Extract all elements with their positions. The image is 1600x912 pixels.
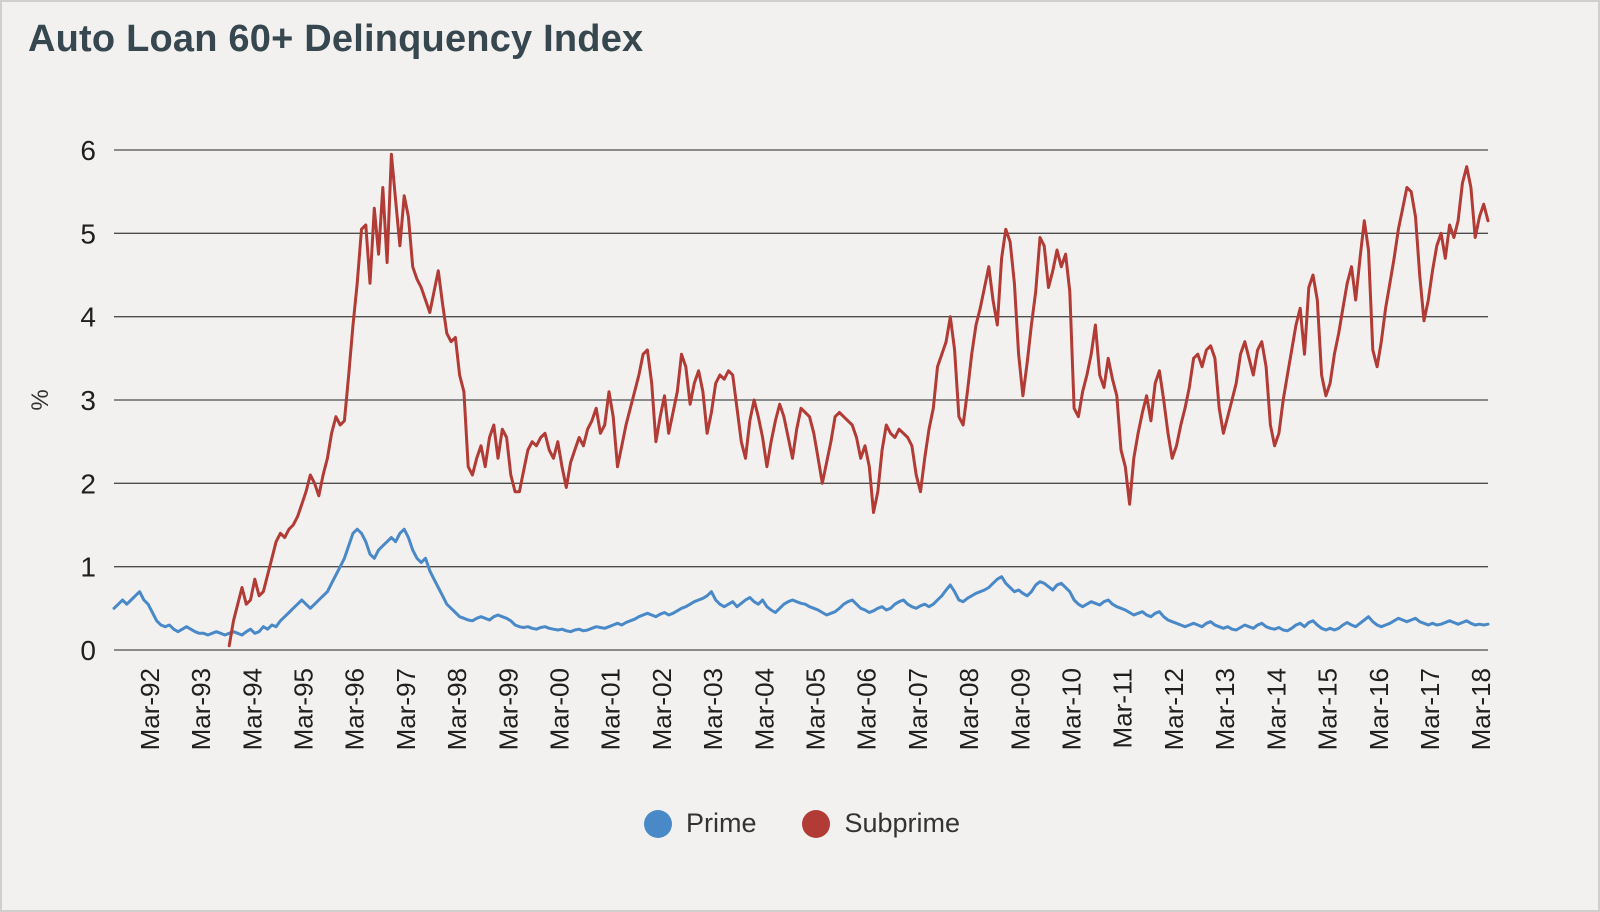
x-tick-label: Mar-04: [749, 668, 779, 750]
y-tick-label: 0: [80, 635, 96, 666]
x-tick-label: Mar-05: [801, 668, 831, 750]
x-tick-label: Mar-17: [1415, 668, 1445, 750]
gridlines-group: [114, 149, 1488, 651]
legend-label-subprime: Subprime: [844, 808, 961, 838]
legend-label-prime: Prime: [685, 808, 757, 838]
x-tick-label: Mar-12: [1159, 668, 1189, 750]
legend-item-subprime[interactable]: Subprime: [802, 808, 960, 839]
x-tick-label: Mar-09: [1005, 668, 1035, 750]
x-tick-label: Mar-95: [288, 668, 318, 750]
subprime-legend-swatch-icon: [802, 809, 831, 838]
x-tick-label: Mar-06: [852, 668, 882, 750]
x-tick-label: Mar-18: [1466, 668, 1496, 750]
x-axis-labels-group: Mar-92 Mar-93 Mar-94 Mar-95 Mar-96 Mar-97 Mar-…: [135, 668, 1496, 750]
y-axis-labels-group: 0 1 2 3 4 5 6: [80, 135, 96, 666]
y-tick-label: 2: [80, 468, 96, 499]
x-tick-label: Mar-94: [237, 668, 267, 750]
x-tick-label: Mar-03: [698, 668, 728, 750]
y-axis-title-group: %: [27, 389, 54, 410]
x-tick-label: Mar-13: [1210, 668, 1240, 750]
y-tick-label: 6: [80, 135, 96, 166]
x-tick-label: Mar-93: [186, 668, 216, 750]
x-tick-label: Mar-96: [340, 668, 370, 750]
x-tick-label: Mar-01: [596, 668, 626, 750]
y-tick-label: 5: [80, 218, 96, 249]
chart-legend: Prime Subprime: [2, 808, 1598, 839]
y-tick-label: 3: [80, 385, 96, 416]
x-tick-label: Mar-00: [544, 668, 574, 750]
x-tick-label: Mar-15: [1313, 668, 1343, 750]
y-tick-label: 4: [80, 302, 96, 333]
x-tick-label: Mar-11: [1108, 668, 1138, 748]
x-tick-label: Mar-98: [442, 668, 472, 750]
series-line-subprime: [227, 152, 1490, 648]
y-tick-label: 1: [80, 552, 96, 583]
series-lines-group: [112, 152, 1490, 648]
legend-item-prime[interactable]: Prime: [643, 808, 757, 839]
x-tick-label: Mar-99: [493, 668, 523, 750]
x-tick-label: Mar-92: [135, 668, 165, 750]
page-title: Auto Loan 60+ Delinquency Index: [28, 18, 644, 60]
prime-legend-swatch-icon: [643, 809, 672, 838]
x-tick-label: Mar-16: [1364, 668, 1394, 750]
series-line-prime: [112, 527, 1490, 637]
x-tick-label: Mar-14: [1261, 668, 1291, 750]
y-axis-title: %: [27, 389, 54, 410]
x-tick-label: Mar-97: [391, 668, 421, 750]
x-tick-label: Mar-10: [1057, 668, 1087, 750]
x-tick-label: Mar-02: [647, 668, 677, 750]
x-tick-label: Mar-08: [954, 668, 984, 750]
x-tick-label: Mar-07: [903, 668, 933, 750]
